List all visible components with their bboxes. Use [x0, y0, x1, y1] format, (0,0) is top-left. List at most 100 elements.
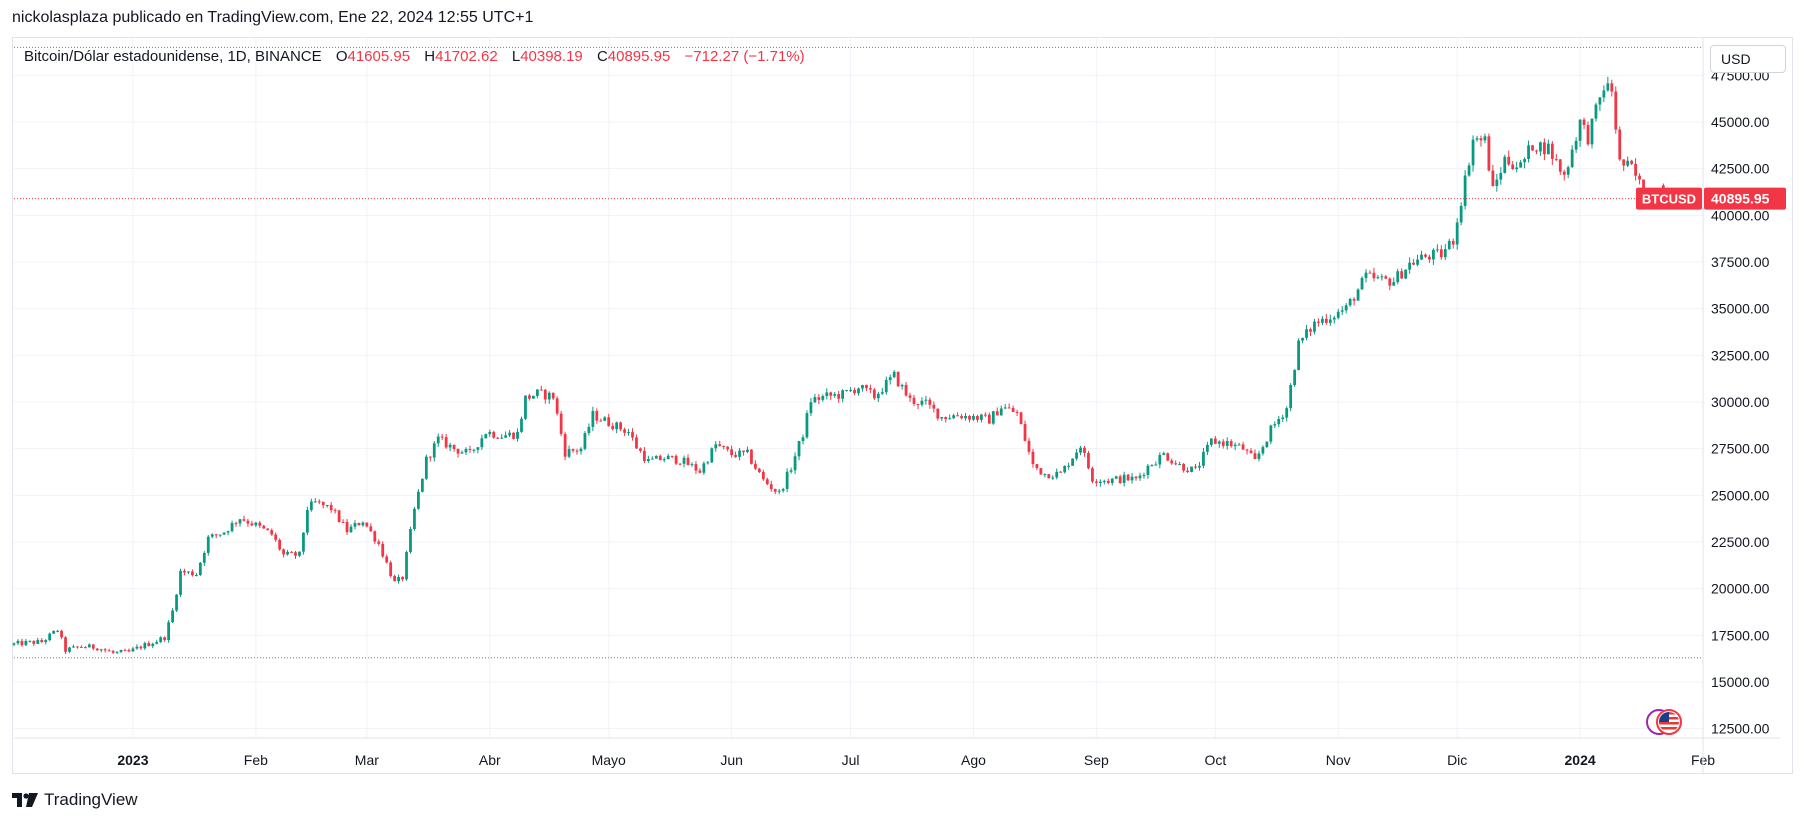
candle-body: [928, 399, 932, 405]
candle-body: [920, 400, 924, 405]
candle-body: [44, 640, 48, 643]
currency-button[interactable]: USD: [1710, 45, 1786, 73]
candle-body: [210, 534, 214, 537]
candle-body: [734, 455, 737, 457]
candle-body: [968, 415, 971, 420]
candle-body: [329, 504, 333, 511]
candle-body: [662, 459, 666, 461]
candle-body: [1317, 321, 1320, 323]
candle-body: [781, 488, 785, 491]
candle-body: [214, 534, 218, 536]
candle-body: [1091, 468, 1094, 482]
candle-body: [1404, 269, 1408, 279]
candle-body: [159, 637, 163, 643]
candle-body: [1067, 465, 1071, 467]
candle-body: [1582, 119, 1586, 125]
candle-body: [1602, 90, 1606, 98]
y-tick-label: 30000.00: [1711, 394, 1770, 410]
candle-body: [805, 413, 809, 438]
candle-body: [1071, 458, 1074, 466]
candle-body: [516, 431, 519, 439]
candle-body: [1035, 464, 1039, 469]
x-tick-label: Mar: [355, 752, 379, 768]
candle-body: [1447, 240, 1451, 250]
candle-body: [1416, 259, 1419, 265]
candles: [12, 76, 1665, 655]
candle-body: [528, 395, 531, 399]
candle-body: [1352, 299, 1356, 301]
candle-body: [1142, 475, 1146, 477]
candle-body: [991, 411, 995, 424]
candle-body: [1562, 171, 1566, 175]
candle-body: [524, 395, 527, 419]
candle-body: [119, 650, 123, 652]
candle-body: [1420, 254, 1423, 260]
candle-body: [1122, 474, 1126, 483]
candle-body: [876, 393, 880, 399]
candle-body: [432, 443, 436, 458]
candle-body: [718, 444, 722, 447]
candle-body: [1229, 441, 1233, 447]
candle-body: [321, 501, 325, 506]
candle-body: [151, 643, 155, 647]
candle-body: [266, 528, 270, 531]
candle-body: [1265, 441, 1269, 448]
candle-body: [944, 417, 948, 420]
candle-body: [234, 523, 238, 525]
candle-body: [1336, 311, 1340, 318]
candle-body: [658, 455, 662, 461]
candle-body: [1289, 385, 1293, 409]
candle-body: [413, 508, 416, 530]
candle-body: [1432, 249, 1435, 260]
candle-body: [646, 459, 650, 462]
candle-body: [797, 440, 801, 457]
candle-body: [476, 447, 480, 450]
candle-body: [1439, 249, 1443, 258]
candle-body: [1023, 424, 1027, 441]
candle-body: [567, 449, 571, 457]
candle-body: [591, 410, 595, 427]
candle-body: [813, 397, 817, 403]
candle-body: [702, 463, 706, 473]
candle-body: [76, 646, 79, 648]
candle-body: [1019, 412, 1023, 425]
tradingview-logo[interactable]: TradingView: [12, 790, 138, 810]
candle-body: [1039, 468, 1043, 475]
y-tick-label: 45000.00: [1711, 114, 1770, 130]
candle-body: [1451, 240, 1455, 245]
candle-body: [1519, 162, 1523, 168]
candle-body: [1182, 464, 1186, 471]
candle-body: [1011, 408, 1015, 412]
candle-body: [690, 464, 694, 466]
close-key: C: [596, 48, 608, 65]
candle-body: [611, 426, 615, 430]
candle-body: [1467, 165, 1471, 176]
tradingview-brand: TradingView: [44, 790, 138, 809]
candle-body: [972, 415, 975, 420]
candle-body: [488, 431, 492, 435]
candle-body: [349, 526, 353, 533]
us-flag-icon[interactable]: [1644, 707, 1684, 737]
candle-body: [1443, 249, 1447, 258]
candle-body: [1396, 271, 1400, 283]
candle-body: [1412, 262, 1415, 265]
candle-body: [131, 648, 135, 652]
candle-body: [64, 637, 67, 652]
candle-body: [627, 432, 630, 434]
candle-body: [1598, 97, 1602, 105]
candle-body: [1344, 305, 1348, 311]
candle-body: [1424, 254, 1427, 257]
candle-body: [504, 435, 508, 438]
candle-body: [202, 552, 206, 563]
candle-body: [397, 576, 400, 582]
candle-body: [508, 432, 511, 436]
candle-body: [147, 643, 151, 647]
y-tick-label: 22500.00: [1711, 534, 1770, 550]
candle-body: [206, 536, 210, 553]
candle-body: [270, 530, 274, 535]
candle-body: [1380, 276, 1384, 278]
candle-body: [1558, 159, 1562, 172]
candle-body: [1475, 138, 1479, 140]
candle-body: [163, 637, 167, 641]
